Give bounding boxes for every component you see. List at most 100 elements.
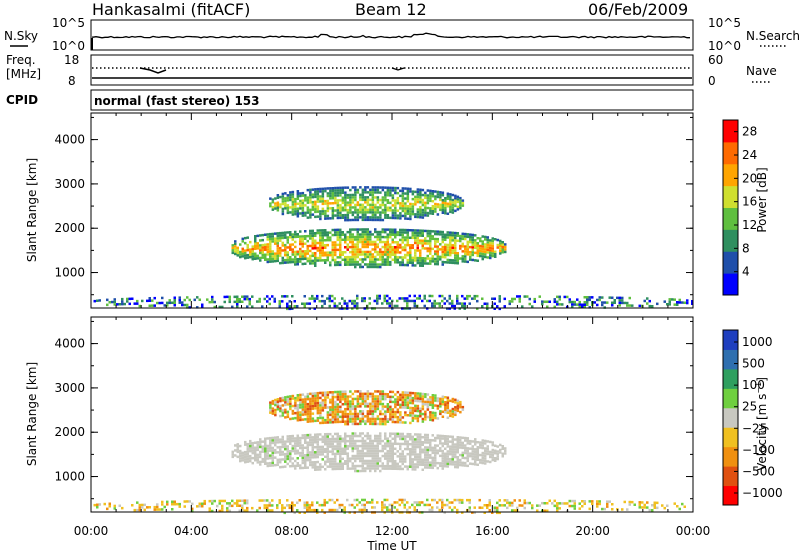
- data-pixel: [474, 244, 477, 247]
- data-pixel: [451, 412, 455, 416]
- data-pixel: [444, 435, 447, 438]
- data-pixel: [446, 399, 450, 402]
- data-pixel: [339, 410, 342, 414]
- data-pixel: [426, 415, 430, 419]
- data-pixel: [321, 241, 324, 245]
- data-pixel: [431, 461, 434, 465]
- data-pixel: [308, 307, 311, 310]
- data-pixel: [311, 208, 315, 211]
- data-pixel: [416, 213, 420, 216]
- data-pixel: [331, 241, 334, 244]
- data-pixel: [309, 188, 312, 192]
- data-pixel: [401, 202, 405, 205]
- data-pixel: [419, 410, 422, 413]
- data-pixel: [249, 447, 252, 450]
- colorbar-frame: [722, 329, 739, 506]
- data-pixel: [356, 191, 360, 194]
- data-pixel: [366, 454, 369, 458]
- data-pixel: [441, 415, 445, 418]
- data-pixel: [444, 236, 447, 239]
- data-pixel: [416, 231, 419, 235]
- data-pixel: [418, 297, 421, 300]
- data-pixel: [444, 465, 447, 468]
- data-pixel: [371, 402, 375, 406]
- data-pixel: [449, 414, 452, 418]
- data-pixel: [246, 499, 249, 502]
- data-pixel: [386, 498, 389, 502]
- data-pixel: [439, 258, 442, 261]
- data-pixel: [271, 439, 274, 442]
- data-pixel: [461, 255, 464, 258]
- data-pixel: [391, 199, 395, 202]
- data-pixel: [296, 195, 300, 198]
- data-pixel: [349, 211, 352, 214]
- data-pixel: [321, 239, 324, 242]
- data-pixel: [446, 299, 449, 303]
- data-pixel: [334, 231, 337, 234]
- data-pixel: [326, 202, 330, 205]
- data-pixel: [246, 447, 249, 451]
- data-pixel: [368, 302, 371, 305]
- data-pixel: [379, 218, 382, 222]
- data-pixel: [304, 398, 307, 401]
- data-pixel: [329, 251, 332, 254]
- data-pixel: [456, 436, 459, 439]
- data-pixel: [228, 502, 231, 505]
- data-pixel: [451, 438, 454, 441]
- data-pixel: [543, 509, 546, 512]
- data-pixel: [331, 228, 334, 232]
- data-pixel: [318, 299, 321, 303]
- data-pixel: [296, 212, 300, 215]
- data-pixel: [359, 248, 362, 251]
- data-pixel: [429, 229, 432, 233]
- data-pixel: [316, 438, 319, 441]
- data-pixel: [319, 414, 322, 417]
- data-pixel: [441, 191, 445, 194]
- data-pixel: [379, 400, 382, 403]
- data-pixel: [434, 230, 437, 233]
- data-pixel: [313, 297, 316, 300]
- data-pixel: [284, 199, 287, 203]
- data-pixel: [444, 462, 447, 465]
- data-pixel: [356, 253, 359, 256]
- data-pixel: [336, 206, 340, 210]
- data-pixel: [314, 399, 317, 403]
- data-pixel: [291, 258, 294, 261]
- data-pixel: [371, 392, 375, 396]
- data-pixel: [354, 211, 357, 214]
- data-pixel: [309, 407, 312, 411]
- data-pixel: [466, 233, 469, 236]
- data-pixel: [491, 247, 494, 250]
- data-pixel: [319, 236, 322, 240]
- data-pixel: [404, 246, 407, 249]
- data-pixel: [448, 506, 451, 509]
- data-pixel: [456, 498, 459, 502]
- data-pixel: [231, 305, 234, 309]
- data-pixel: [321, 458, 324, 461]
- data-pixel: [374, 449, 377, 453]
- data-pixel: [319, 190, 322, 193]
- data-pixel: [361, 208, 365, 212]
- data-pixel: [368, 297, 371, 300]
- data-pixel: [379, 392, 382, 396]
- data-pixel: [299, 393, 302, 397]
- data-pixel: [486, 248, 489, 252]
- data-pixel: [294, 258, 297, 261]
- data-pixel: [411, 463, 414, 466]
- data-pixel: [496, 445, 499, 448]
- data-pixel: [284, 460, 287, 463]
- data-pixel: [294, 235, 297, 239]
- data-pixel: [186, 500, 189, 503]
- data-pixel: [391, 410, 395, 414]
- data-pixel: [266, 295, 269, 298]
- data-pixel: [414, 190, 417, 194]
- data-pixel: [341, 196, 345, 199]
- data-pixel: [334, 189, 337, 192]
- data-pixel: [369, 462, 372, 465]
- data-pixel: [328, 294, 331, 298]
- data-pixel: [396, 199, 400, 202]
- data-pixel: [376, 258, 379, 261]
- data-pixel: [419, 458, 422, 461]
- data-pixel: [548, 499, 551, 502]
- data-pixel: [341, 467, 344, 470]
